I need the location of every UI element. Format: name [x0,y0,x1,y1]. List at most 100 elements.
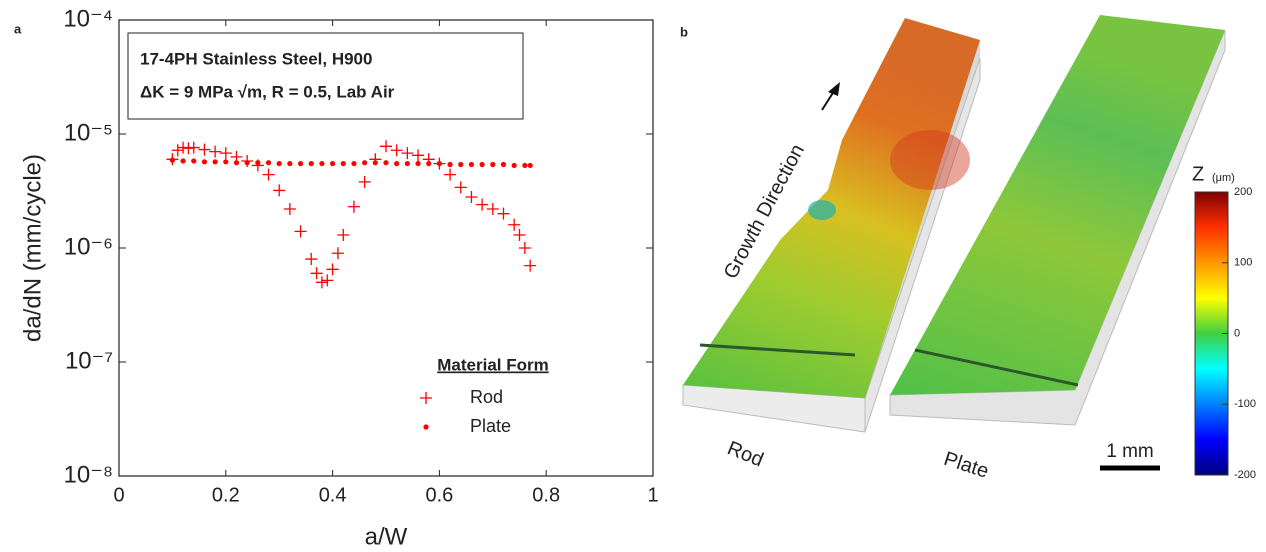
point [524,259,537,272]
surface-panel: b Growth Direction Rod Plate 1 mm Z (μm) [680,15,1235,483]
point [390,144,403,157]
point [319,160,325,167]
specimen-label: Rod [724,437,766,471]
colorbar-label: Z [1192,163,1204,185]
point [244,160,250,166]
point [436,160,442,167]
y-tick-label: 10⁻⁶ [64,233,113,260]
point [212,159,218,165]
point [468,161,475,168]
point [180,158,186,164]
arrow-head [828,82,840,96]
y-axis-label: da/dN (mm/cycle) [19,154,46,342]
legend-label: Plate [470,416,511,436]
point [276,160,282,167]
point [500,161,507,168]
point [426,160,432,167]
annotation: 17-4PH Stainless Steel, H900 [140,49,372,68]
point [310,267,323,280]
y-tick-label: 10⁻⁵ [64,119,113,146]
point [362,160,368,166]
point [337,229,350,242]
point [511,162,517,169]
point [518,242,531,254]
point [265,160,272,166]
annotation-box [127,32,524,120]
point [454,181,467,194]
surface-shade [890,130,970,190]
point [401,147,414,160]
point [169,157,175,163]
point [444,168,457,181]
point [171,144,184,157]
point [479,161,485,168]
point [347,200,360,213]
point [331,247,344,260]
point [233,160,240,166]
point [351,160,357,167]
colorbar-tick-label: 0 [1234,327,1240,339]
point [315,276,328,289]
point [201,159,208,165]
point [294,225,307,238]
point [223,159,229,165]
specimen-label: Plate [941,448,991,483]
point [404,160,410,167]
point [287,160,293,167]
point [522,162,528,169]
point [486,202,499,215]
point [508,218,521,231]
point [358,175,371,188]
point [273,184,286,197]
chart-panel: a 17-4PH Stainless Steel, H900 ΔK = 9 MP… [14,19,654,550]
panel-label: b [680,24,688,39]
annotation: ΔK = 9 MPa √m, R = 0.5, Lab Air [140,82,395,101]
notch [914,348,1079,387]
y-tick-label: 10⁻⁸ [64,461,114,488]
point [394,160,400,167]
colorbar-unit: (μm) [1212,172,1235,184]
legend-title: Material Form [437,355,548,374]
point [383,160,389,166]
x-axis-label: a/W [365,523,408,550]
point [465,191,478,204]
point [305,253,318,266]
point [198,143,211,156]
colorbar-tick-label: 100 [1234,257,1252,269]
x-tick-label: 0.2 [212,484,240,506]
x-tick-label: 0.4 [319,484,347,506]
point [177,141,190,154]
point [490,161,496,168]
colorbar-tick-label: -100 [1234,398,1256,410]
point [458,161,464,168]
point [340,160,346,167]
point [219,147,232,160]
point [191,158,197,164]
point [283,202,296,215]
x-tick-label: 0 [113,484,124,506]
y-tick-label: 10⁻⁷ [65,347,113,374]
point [372,160,378,166]
point [497,207,510,220]
colorbar-tick-label: 200 [1234,186,1252,198]
point [476,198,489,211]
plate-surface [890,15,1225,395]
y-tick-label: 10⁻⁴ [63,5,113,32]
point [321,274,334,287]
point [209,145,222,158]
x-tick-label: 0.8 [532,484,560,506]
point [308,160,314,167]
notch [699,343,856,357]
point [255,160,261,166]
point [415,160,421,167]
point [420,392,432,404]
point [412,149,425,162]
point [326,263,339,276]
point [187,141,200,154]
point [513,229,526,242]
point [380,140,392,153]
point [330,160,336,167]
point [447,161,453,168]
point [297,160,304,167]
